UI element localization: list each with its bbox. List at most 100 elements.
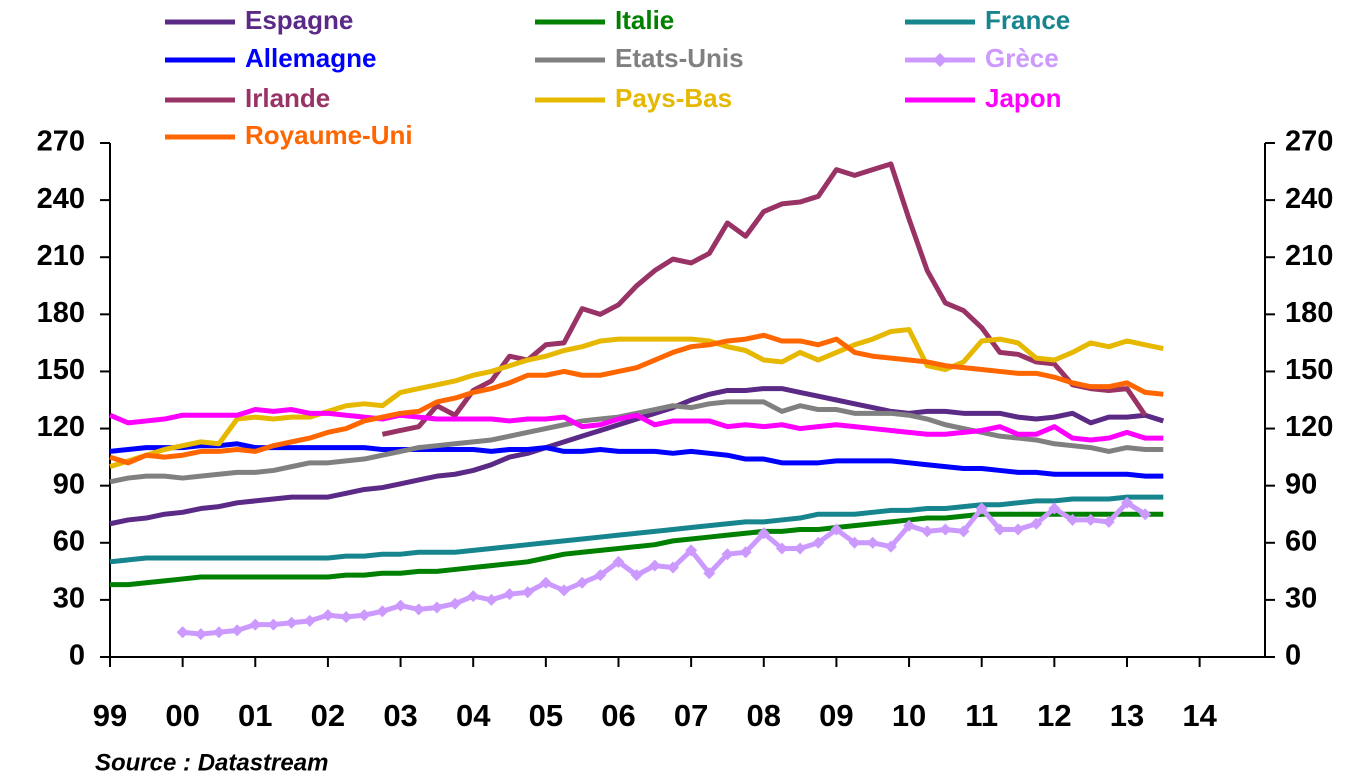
- series-marker: [1084, 513, 1097, 526]
- series-marker: [848, 536, 861, 549]
- series-marker: [594, 569, 607, 582]
- legend-label: Italie: [615, 5, 674, 35]
- x-tick-label: 08: [747, 698, 781, 733]
- series-marker: [267, 618, 280, 631]
- series-line: [109, 386, 1165, 527]
- series-marker: [993, 523, 1006, 536]
- x-tick-label: 10: [892, 698, 926, 733]
- x-tick-label: 05: [529, 698, 563, 733]
- y2-tick-label: 180: [1285, 297, 1333, 329]
- series-marker: [812, 536, 825, 549]
- series-marker: [1139, 508, 1152, 521]
- series-marker: [703, 567, 716, 580]
- series-marker: [612, 555, 625, 568]
- x-tick-label: 04: [456, 698, 491, 733]
- series-marker: [794, 542, 807, 555]
- series-marker: [376, 605, 389, 618]
- series-marker: [176, 626, 189, 639]
- series-marker: [830, 523, 843, 536]
- legend-label: Pays-Bas: [615, 83, 732, 113]
- legend-label: Allemagne: [245, 43, 377, 73]
- x-tick-label: 99: [93, 698, 127, 733]
- series-line: [381, 161, 1148, 437]
- series-marker: [975, 502, 988, 515]
- x-tick-label: 11: [965, 698, 998, 733]
- series-marker: [467, 590, 480, 603]
- series-line: [109, 407, 1164, 443]
- y2-tick-label: 0: [1285, 640, 1301, 672]
- series-marker: [630, 569, 643, 582]
- legend-label: Royaume-Uni: [245, 120, 413, 150]
- legend-label: Grèce: [985, 43, 1059, 73]
- series-marker: [321, 609, 334, 622]
- x-tick-label: 02: [311, 698, 345, 733]
- y-tick-label: 240: [37, 183, 85, 215]
- series-line: [109, 332, 1164, 466]
- series-marker: [921, 525, 934, 538]
- series-marker: [648, 559, 661, 572]
- y-tick-label: 270: [37, 126, 85, 158]
- x-tick-label: 03: [383, 698, 417, 733]
- legend-label: Espagne: [245, 5, 353, 35]
- series-marker: [1102, 515, 1115, 528]
- series-marker: [194, 628, 207, 641]
- y2-tick-label: 90: [1285, 468, 1317, 500]
- series-marker: [721, 548, 734, 561]
- series-marker: [249, 618, 262, 631]
- series-marker: [666, 561, 679, 574]
- series-marker: [231, 624, 244, 637]
- series-marker: [285, 616, 298, 629]
- legend-label: Etats-Unis: [615, 43, 744, 73]
- x-tick-label: 01: [238, 698, 272, 733]
- series-marker: [358, 609, 371, 622]
- y-tick-label: 30: [53, 583, 85, 615]
- series-marker: [303, 614, 316, 627]
- series-line: [109, 327, 1164, 470]
- series-marker: [539, 576, 552, 589]
- legend-label: France: [985, 5, 1070, 35]
- y2-tick-label: 30: [1285, 583, 1317, 615]
- legend-marker: [933, 53, 947, 67]
- series-marker: [1066, 513, 1079, 526]
- x-tick-label: 00: [165, 698, 199, 733]
- series-marker: [1030, 517, 1043, 530]
- series-marker: [775, 542, 788, 555]
- y2-tick-label: 150: [1285, 354, 1333, 386]
- y2-tick-label: 60: [1285, 525, 1317, 557]
- legend-label: Irlande: [245, 83, 330, 113]
- y2-tick-label: 270: [1285, 126, 1333, 158]
- y-tick-label: 60: [53, 525, 85, 557]
- x-tick-label: 07: [674, 698, 708, 733]
- series-marker: [685, 544, 698, 557]
- y-tick-label: 180: [37, 297, 85, 329]
- x-tick-label: 14: [1182, 698, 1217, 733]
- y-tick-label: 210: [37, 240, 85, 272]
- y2-tick-label: 240: [1285, 183, 1333, 215]
- series-marker: [1012, 523, 1025, 536]
- series-marker: [503, 588, 516, 601]
- series-marker: [957, 525, 970, 538]
- y2-tick-label: 120: [1285, 411, 1333, 443]
- series-marker: [394, 599, 407, 612]
- series-marker: [939, 523, 952, 536]
- series-marker: [757, 527, 770, 540]
- series-marker: [412, 603, 425, 616]
- series-marker: [521, 586, 534, 599]
- series-marker: [866, 536, 879, 549]
- x-tick-label: 09: [819, 698, 853, 733]
- y-tick-label: 150: [37, 354, 85, 386]
- legend-label: Japon: [985, 83, 1062, 113]
- x-tick-label: 06: [601, 698, 635, 733]
- y2-tick-label: 210: [1285, 240, 1333, 272]
- series-line: [109, 494, 1164, 565]
- x-tick-label: 13: [1110, 698, 1144, 733]
- source: Source : Datastream: [95, 749, 328, 776]
- series-marker: [1048, 502, 1061, 515]
- y-tick-label: 0: [69, 640, 85, 672]
- y-tick-label: 120: [37, 411, 85, 443]
- series-marker: [558, 584, 571, 597]
- series-marker: [903, 519, 916, 532]
- series-marker: [340, 611, 353, 624]
- series-marker: [739, 546, 752, 559]
